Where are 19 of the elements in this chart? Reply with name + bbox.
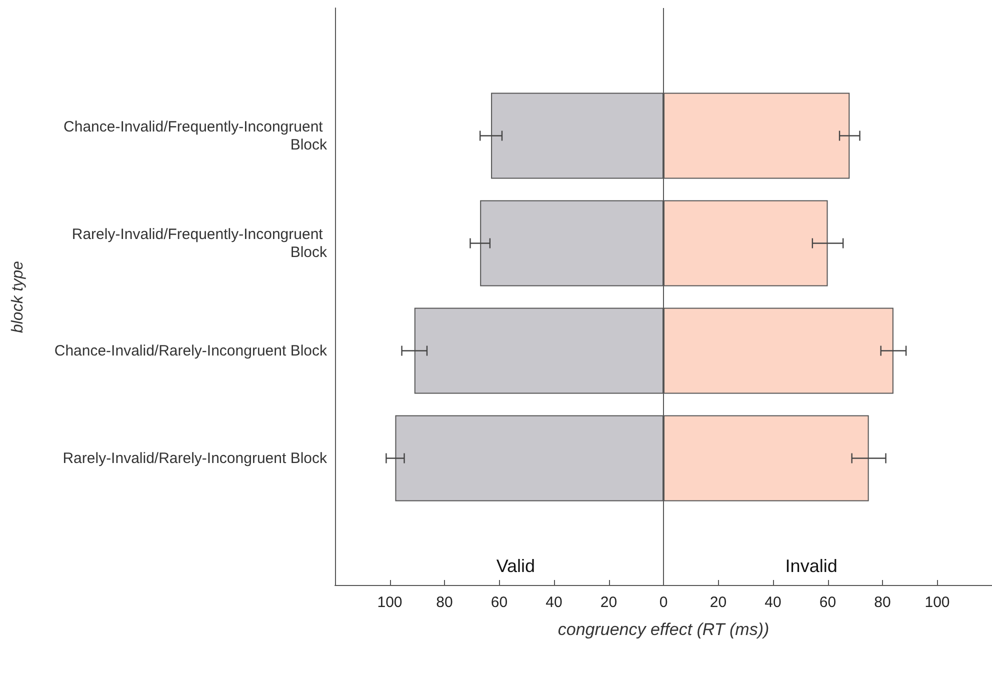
annotation: Invalid <box>785 556 838 576</box>
x-tick-label: 60 <box>819 594 836 611</box>
x-tick-label: 80 <box>874 594 891 611</box>
x-tick-label: 20 <box>600 594 618 611</box>
y-tick-label: Chance-Invalid/Rarely-Incongruent Block <box>54 342 328 360</box>
x-tick-label: 80 <box>436 594 453 611</box>
annotation: Valid <box>496 556 536 576</box>
x-tick-label: 0 <box>659 594 668 611</box>
y-tick-label: Rarely-Invalid/Frequently-Incongruent Block <box>72 226 328 261</box>
x-tick-label: 20 <box>710 594 727 611</box>
x-tick-label: 40 <box>546 594 562 611</box>
y-tick-label: Chance-Invalid/Frequently-Incongruent Block <box>64 118 328 154</box>
x-axis-title: congruency effect (RT (ms)) <box>558 620 770 639</box>
x-tick-label: 100 <box>924 594 950 611</box>
y-tick-label: Rarely-Invalid/Rarely-Incongruent Block <box>62 450 328 467</box>
x-tick-label: 100 <box>377 594 402 611</box>
x-tick-label: 40 <box>764 594 782 611</box>
x-tick-label: 60 <box>490 594 508 611</box>
y-axis-title: block type <box>10 260 27 334</box>
